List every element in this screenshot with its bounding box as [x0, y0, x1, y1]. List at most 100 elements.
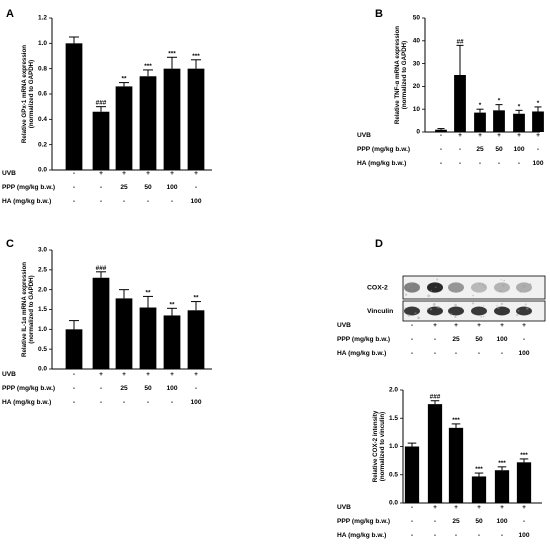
treatment-table-cell-1-3: 50 [495, 146, 503, 153]
treatment-table-cell-1-0: - [411, 518, 413, 525]
blot-speck [503, 279, 505, 282]
bar [448, 427, 464, 503]
treatment-table-cell-0-4: + [170, 170, 174, 177]
blot-table-cell-1-2: 25 [452, 336, 460, 343]
blot-band [448, 282, 464, 293]
y-axis-label-sub: (normalized to GAPDH) [28, 275, 35, 343]
y-tick-label: 0.5 [389, 471, 398, 478]
blot-band [448, 306, 464, 316]
treatment-table-cell-1-3: 50 [144, 184, 152, 191]
y-axis-label: Relative IL-1α mRNA expression [21, 262, 28, 357]
bar [187, 68, 205, 170]
blot-speck [525, 307, 529, 310]
bar [435, 129, 447, 132]
blot-table-cell-0-1: + [433, 322, 437, 329]
blot-speck [472, 294, 474, 297]
treatment-table-label-2: HA (mg/kg b.w.) [2, 399, 51, 406]
blot-speck [450, 284, 453, 288]
significance-label: *** [498, 460, 506, 467]
treatment-table-cell-2-0: - [411, 532, 413, 539]
treatment-table-cell-0-1: + [433, 504, 437, 511]
blot-speck [519, 291, 522, 293]
blot-table-cell-0-4: + [500, 322, 504, 329]
blot-speck [411, 287, 413, 290]
y-axis-label-sub: (normalized to vinculin) [379, 412, 386, 481]
blot-speck [404, 307, 407, 310]
blot-speck [500, 303, 503, 305]
treatment-table-label-2: HA (mg/kg b.w.) [337, 532, 386, 539]
blot-band [427, 306, 443, 316]
treatment-table-cell-0-3: + [146, 371, 150, 378]
significance-label: *** [192, 53, 200, 60]
treatment-table-cell-2-4: - [171, 399, 173, 406]
blot-band [471, 306, 487, 316]
blot-speck [450, 313, 453, 316]
bar [65, 43, 83, 171]
panel-A: A 0.0 0.2 0.4 0.6 0.8 1.0 1.2 Relative GPx-1 mRN… [2, 8, 212, 205]
blot-speck [522, 285, 525, 288]
blot-table-cell-2-1: - [434, 350, 436, 357]
blot-table-cell-0-2: + [454, 322, 458, 329]
y-tick-label: 1.0 [38, 326, 47, 333]
y-tick-label: 1.0 [38, 40, 47, 47]
blot-speck [500, 279, 502, 281]
treatment-table-cell-2-4: - [171, 198, 173, 205]
y-axis-label: Relative COX-2 intensity [372, 410, 379, 482]
treatment-table-label-2: HA (mg/kg b.w.) [2, 198, 51, 205]
treatment-table-cell-1-2: 25 [120, 184, 128, 191]
blot-speck [478, 283, 481, 286]
bar [163, 68, 181, 170]
blot-speck [407, 285, 410, 288]
treatment-table-cell-2-2: - [455, 532, 457, 539]
significance-label: * [518, 103, 521, 110]
blot-band [494, 282, 510, 293]
treatment-table-cell-0-0: - [73, 170, 75, 177]
treatment-table-cell-2-1: - [100, 399, 102, 406]
treatment-table-cell-0-5: + [536, 132, 540, 139]
significance-label: ### [430, 394, 441, 401]
y-tick-label: 50 [413, 15, 421, 22]
y-tick-label: 1.2 [38, 15, 47, 22]
blot-speck [427, 307, 430, 310]
treatment-table-cell-2-3: - [478, 532, 480, 539]
y-tick-label: 0 [416, 129, 420, 136]
y-tick-label: 30 [413, 60, 421, 67]
y-tick-label: 2.0 [38, 286, 47, 293]
treatment-table-cell-2-5: 100 [190, 198, 201, 205]
treatment-table-cell-1-1: - [100, 184, 102, 191]
y-tick-label: 20 [413, 83, 421, 90]
blot-speck [524, 303, 527, 306]
treatment-table-cell-0-1: + [99, 371, 103, 378]
treatment-table-cell-0-2: + [122, 371, 126, 378]
blot-speck [454, 303, 457, 307]
significance-label: ## [456, 38, 464, 45]
treatment-table-label-1: PPP (mg/kg b.w.) [2, 385, 55, 392]
y-tick-label: 2.5 [38, 267, 47, 274]
bar [471, 476, 487, 503]
treatment-table-cell-2-2: - [479, 160, 481, 167]
blot-table-label-2: HA (mg/kg b.w.) [337, 350, 386, 357]
y-axis-label-sub: (normalized to GAPDH) [401, 41, 408, 109]
treatment-table-cell-2-4: - [501, 532, 503, 539]
y-axis-label: Relative GPx-1 mRNA expression [21, 45, 28, 143]
blot-speck [407, 313, 411, 317]
treatment-table-cell-1-4: 100 [496, 518, 507, 525]
significance-label: *** [520, 452, 528, 459]
blot-speck [436, 305, 440, 309]
blot-speck [516, 314, 519, 317]
significance-label: ** [122, 76, 127, 83]
bar [493, 110, 505, 132]
blot-table-cell-2-2: - [455, 350, 457, 357]
y-tick-label: 1.0 [389, 443, 398, 450]
treatment-table-cell-2-0: - [73, 399, 75, 406]
blot-table-cell-1-4: 100 [496, 336, 507, 343]
treatment-table-label-0: UVB [337, 504, 351, 511]
blot-speck [414, 312, 417, 315]
bar [454, 75, 466, 132]
treatment-table-cell-1-3: 50 [144, 385, 152, 392]
treatment-table-cell-1-4: 100 [166, 184, 177, 191]
treatment-table-cell-1-2: 25 [452, 518, 460, 525]
significance-label: * [479, 102, 482, 109]
blot-speck [454, 315, 457, 319]
treatment-table-cell-1-1: - [459, 146, 461, 153]
